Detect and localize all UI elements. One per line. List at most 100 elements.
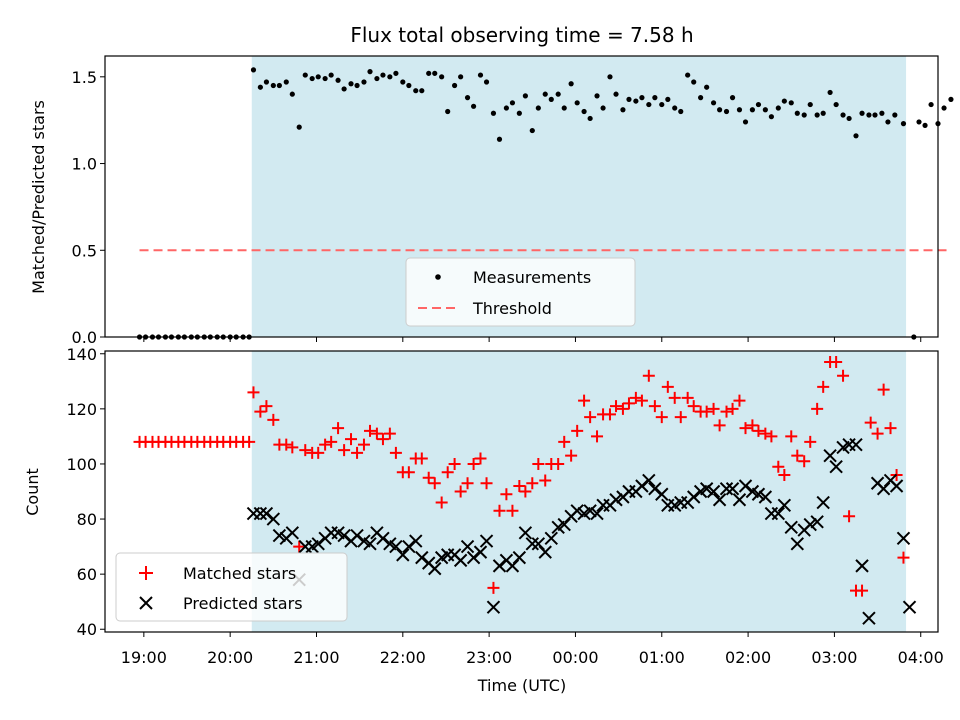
top-legend-box (405, 257, 636, 327)
measurement-point (581, 108, 587, 115)
predicted-star-point (428, 561, 442, 576)
predicted-star-point (816, 495, 830, 510)
matched-star-point (376, 433, 389, 446)
measurement-point (620, 107, 626, 113)
predicted-star-point (719, 482, 734, 496)
measurement-point (393, 70, 399, 76)
y-tick-label: 0.5 (72, 241, 97, 260)
y-tick-label: 100 (66, 455, 97, 474)
matched-star-point (622, 397, 635, 410)
predicted-star-point (803, 517, 817, 532)
measurement-point (814, 112, 820, 118)
measurement-point (302, 72, 308, 78)
measurement-point (807, 101, 813, 108)
legend-matched-marker (139, 566, 153, 580)
matched-star-point (338, 444, 351, 457)
top-y-ticks: 0.0 0.5 1.0 1.5 (72, 68, 105, 347)
matched-star-point (506, 504, 519, 517)
matched-star-point (467, 457, 480, 470)
measurement-point (762, 107, 768, 113)
matched-star-point (668, 391, 681, 404)
matched-star-point (837, 369, 850, 382)
matched-star-point (552, 457, 565, 470)
predicted-star-point (699, 482, 714, 496)
x-tick-label: 22:00 (380, 648, 426, 667)
measurement-point (717, 107, 723, 113)
top-y-axis-label: Matched/Predicted stars (29, 100, 48, 294)
measurement-point (827, 89, 833, 96)
measurement-point (755, 101, 762, 108)
bottom-y-axis-label: Count (23, 468, 42, 516)
measurement-point (768, 114, 775, 120)
matched-star-point (700, 405, 713, 418)
matched-star-point (565, 449, 578, 462)
bottom-legend: Matched stars Predicted stars (115, 552, 348, 622)
predicted-star-point (453, 553, 468, 568)
matched-star-point (345, 433, 358, 446)
predicted-star-point (862, 611, 876, 625)
predicted-star-point (285, 526, 300, 540)
legend-predicted-label: Predicted stars (183, 594, 303, 613)
top-legend: Measurements Threshold (405, 257, 636, 327)
measurement-point (646, 101, 652, 108)
matched-star-point (260, 400, 273, 413)
measurement-point (516, 110, 522, 116)
matched-star-point (843, 510, 856, 523)
matched-star-point (798, 455, 811, 468)
matched-star-point (293, 540, 306, 553)
measurement-point (432, 70, 438, 76)
predicted-star-point (396, 548, 410, 562)
chart-title: Flux total observing time = 7.58 h (350, 23, 693, 47)
measurement-point (872, 112, 878, 118)
matched-star-point (674, 411, 687, 424)
bottom-y-ticks: 40 60 80 100 120 140 (66, 345, 105, 639)
predicted-star-point (771, 506, 786, 521)
predicted-star-point (777, 498, 792, 512)
predicted-star-point (732, 493, 747, 507)
measurement-point (522, 93, 528, 99)
measurement-point (568, 81, 574, 87)
matched-star-point (830, 356, 843, 369)
measurement-point (257, 84, 263, 90)
matched-star-point (610, 400, 623, 413)
matched-star-point (493, 504, 506, 517)
predicted-star-point (902, 600, 917, 614)
measurement-point (941, 105, 947, 111)
measurement-point (710, 100, 717, 106)
x-tick-label: 20:00 (207, 648, 253, 667)
matched-star-point (642, 369, 655, 382)
measurement-point (296, 124, 302, 130)
predicted-star-point (525, 537, 539, 551)
matched-star-point (247, 386, 260, 399)
predicted-star-point (409, 534, 423, 548)
matched-star-point (746, 419, 759, 432)
y-tick-label: 40 (77, 620, 97, 639)
measurement-point (509, 100, 516, 106)
matched-star-point (480, 477, 493, 490)
measurement-point (820, 110, 826, 116)
matched-star-point (733, 394, 746, 407)
predicted-star-point (655, 487, 669, 501)
predicted-star-point (544, 531, 558, 546)
measurement-point (691, 79, 697, 85)
matched-star-point (267, 413, 280, 426)
measurement-point (729, 95, 736, 101)
matched-star-point (877, 383, 890, 396)
measurement-point (639, 95, 645, 101)
matched-star-point (603, 408, 616, 421)
measurement-point (587, 115, 593, 122)
predicted-star-point (590, 506, 604, 521)
measurement-point (846, 115, 852, 122)
measurement-point (600, 105, 606, 111)
measurement-point (948, 96, 954, 102)
predicted-star-point (253, 506, 268, 521)
top-x-ticks (143, 337, 922, 342)
matched-star-point (428, 477, 441, 490)
y-tick-label: 140 (66, 345, 97, 364)
measurement-point (866, 112, 872, 118)
matched-star-point (526, 477, 539, 490)
measurement-point (788, 100, 794, 106)
matched-star-point (441, 466, 454, 479)
matched-star-point (578, 394, 591, 407)
measurement-point (672, 105, 678, 111)
